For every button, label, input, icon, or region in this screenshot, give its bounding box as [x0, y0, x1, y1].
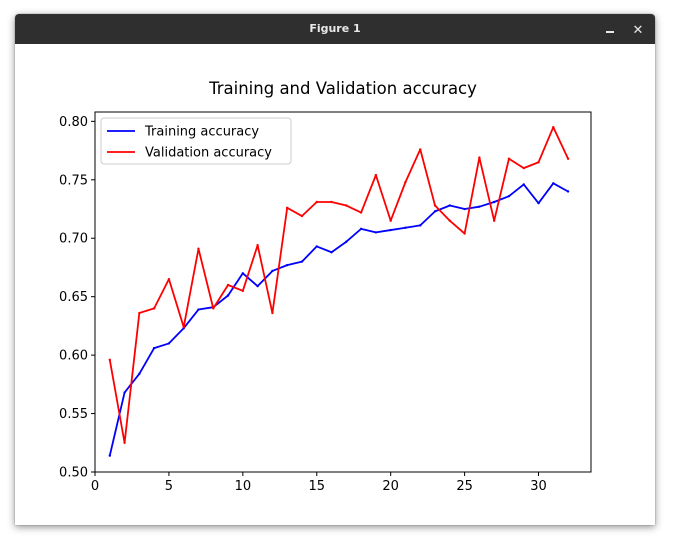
- data-point-validation: [507, 157, 511, 160]
- x-tick-label: 25: [456, 479, 473, 494]
- data-point-validation: [345, 204, 348, 207]
- x-tick-label: 10: [235, 479, 252, 494]
- data-point-validation: [389, 219, 392, 222]
- axes: 0 5 10 15 20 25 30 0.50 0.55 0.60 0.65 0.70 0.75 0.80: [59, 111, 592, 494]
- data-point-training: [566, 190, 570, 193]
- close-button[interactable]: ✕: [627, 14, 649, 44]
- data-point-training: [315, 245, 318, 248]
- data-point-validation: [404, 180, 407, 184]
- data-point-training: [256, 284, 259, 288]
- series-group: [108, 125, 570, 457]
- data-point-validation: [448, 219, 452, 222]
- data-point-validation: [123, 441, 126, 444]
- data-point-validation: [182, 325, 185, 329]
- data-point-validation: [152, 307, 156, 310]
- data-point-validation: [108, 358, 111, 361]
- data-point-training: [138, 372, 141, 376]
- x-tick-label: 15: [308, 479, 325, 494]
- data-point-validation: [256, 244, 259, 247]
- y-tick-label: 0.75: [59, 173, 88, 188]
- x-tick-label: 20: [382, 479, 399, 494]
- data-point-validation: [478, 156, 481, 159]
- y-tick-label: 0.65: [59, 290, 88, 305]
- data-point-validation: [300, 214, 304, 218]
- data-point-validation: [197, 247, 200, 250]
- y-tick-label: 0.50: [59, 466, 88, 481]
- data-point-training: [152, 346, 156, 350]
- data-point-training: [374, 231, 378, 234]
- data-point-validation: [537, 161, 540, 164]
- data-point-training: [167, 342, 171, 345]
- data-point-training: [552, 182, 555, 185]
- legend-label: Training accuracy: [144, 125, 259, 140]
- legend-box: [100, 117, 292, 165]
- data-point-training: [404, 226, 407, 229]
- data-point-training: [389, 228, 392, 232]
- data-point-validation: [138, 311, 141, 315]
- data-point-validation: [271, 311, 274, 315]
- data-point-training: [285, 263, 289, 267]
- y-tick-label: 0.60: [59, 349, 88, 364]
- chart-title: Training and Validation accuracy: [208, 79, 477, 98]
- line-chart: Training and Validation accuracy 0 5 10 15 2…: [59, 79, 592, 494]
- data-point-training: [448, 204, 452, 207]
- data-point-validation: [359, 211, 363, 214]
- legend-label: Validation accuracy: [145, 146, 272, 161]
- data-point-training: [359, 227, 363, 231]
- data-point-training: [492, 200, 496, 204]
- data-point-training: [463, 207, 466, 211]
- series-line-validation: [108, 126, 569, 444]
- data-point-validation: [433, 204, 437, 207]
- data-point-training: [522, 183, 525, 186]
- data-point-validation: [167, 277, 171, 281]
- data-point-validation: [285, 206, 289, 210]
- data-point-validation: [374, 173, 378, 177]
- x-tick-label: 5: [165, 479, 173, 494]
- data-point-validation: [419, 148, 422, 151]
- data-point-validation: [241, 289, 245, 293]
- y-tick-label: 0.70: [59, 232, 88, 247]
- minimize-icon: [606, 31, 614, 33]
- minimize-button[interactable]: [599, 14, 621, 44]
- data-point-training: [197, 308, 200, 311]
- data-point-training: [241, 272, 245, 275]
- data-point-training: [419, 224, 422, 227]
- data-point-training: [330, 251, 333, 254]
- data-point-validation: [566, 157, 570, 160]
- data-point-validation: [226, 283, 230, 287]
- data-point-validation: [522, 166, 525, 170]
- x-tick-label: 30: [530, 479, 547, 494]
- window-title: Figure 1: [309, 22, 361, 35]
- data-point-training: [345, 240, 348, 243]
- data-point-training: [478, 205, 481, 208]
- data-point-training: [507, 194, 511, 198]
- data-point-training: [226, 294, 230, 297]
- data-point-training: [537, 201, 540, 205]
- data-point-validation: [315, 200, 318, 204]
- data-point-training: [300, 260, 304, 263]
- legend: Training accuracy Validation accuracy: [100, 117, 292, 165]
- data-point-training: [108, 454, 111, 457]
- title-bar[interactable]: Figure 1 ✕: [15, 14, 655, 44]
- plot-frame: [94, 111, 592, 473]
- figure-canvas: Training and Validation accuracy 0 5 10 15 2…: [15, 44, 655, 525]
- y-tick-label: 0.80: [59, 115, 88, 130]
- close-icon: ✕: [632, 23, 644, 38]
- data-point-validation: [492, 219, 496, 222]
- data-point-validation: [463, 232, 466, 235]
- series-line-training: [108, 182, 569, 456]
- data-point-validation: [552, 125, 555, 129]
- data-point-training: [271, 269, 274, 273]
- x-tick-label: 0: [91, 479, 99, 494]
- data-point-validation: [330, 200, 333, 204]
- data-point-training: [123, 391, 126, 394]
- data-point-training: [433, 210, 437, 213]
- figure-window: Figure 1 ✕ Training and Validation accur…: [15, 14, 655, 525]
- data-point-validation: [212, 307, 215, 310]
- y-tick-label: 0.55: [59, 407, 88, 422]
